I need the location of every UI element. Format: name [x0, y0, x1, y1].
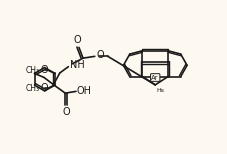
Text: O: O [40, 65, 48, 75]
Text: CH₃: CH₃ [26, 66, 40, 75]
Text: Ar: Ar [151, 75, 159, 81]
Text: OH: OH [77, 86, 92, 96]
Text: O: O [74, 35, 81, 45]
Text: CH₃: CH₃ [26, 84, 40, 93]
Text: O: O [40, 83, 48, 93]
Text: NH: NH [70, 60, 84, 70]
Text: O: O [96, 50, 104, 60]
Text: O: O [62, 107, 70, 117]
Text: Hs: Hs [156, 88, 164, 93]
